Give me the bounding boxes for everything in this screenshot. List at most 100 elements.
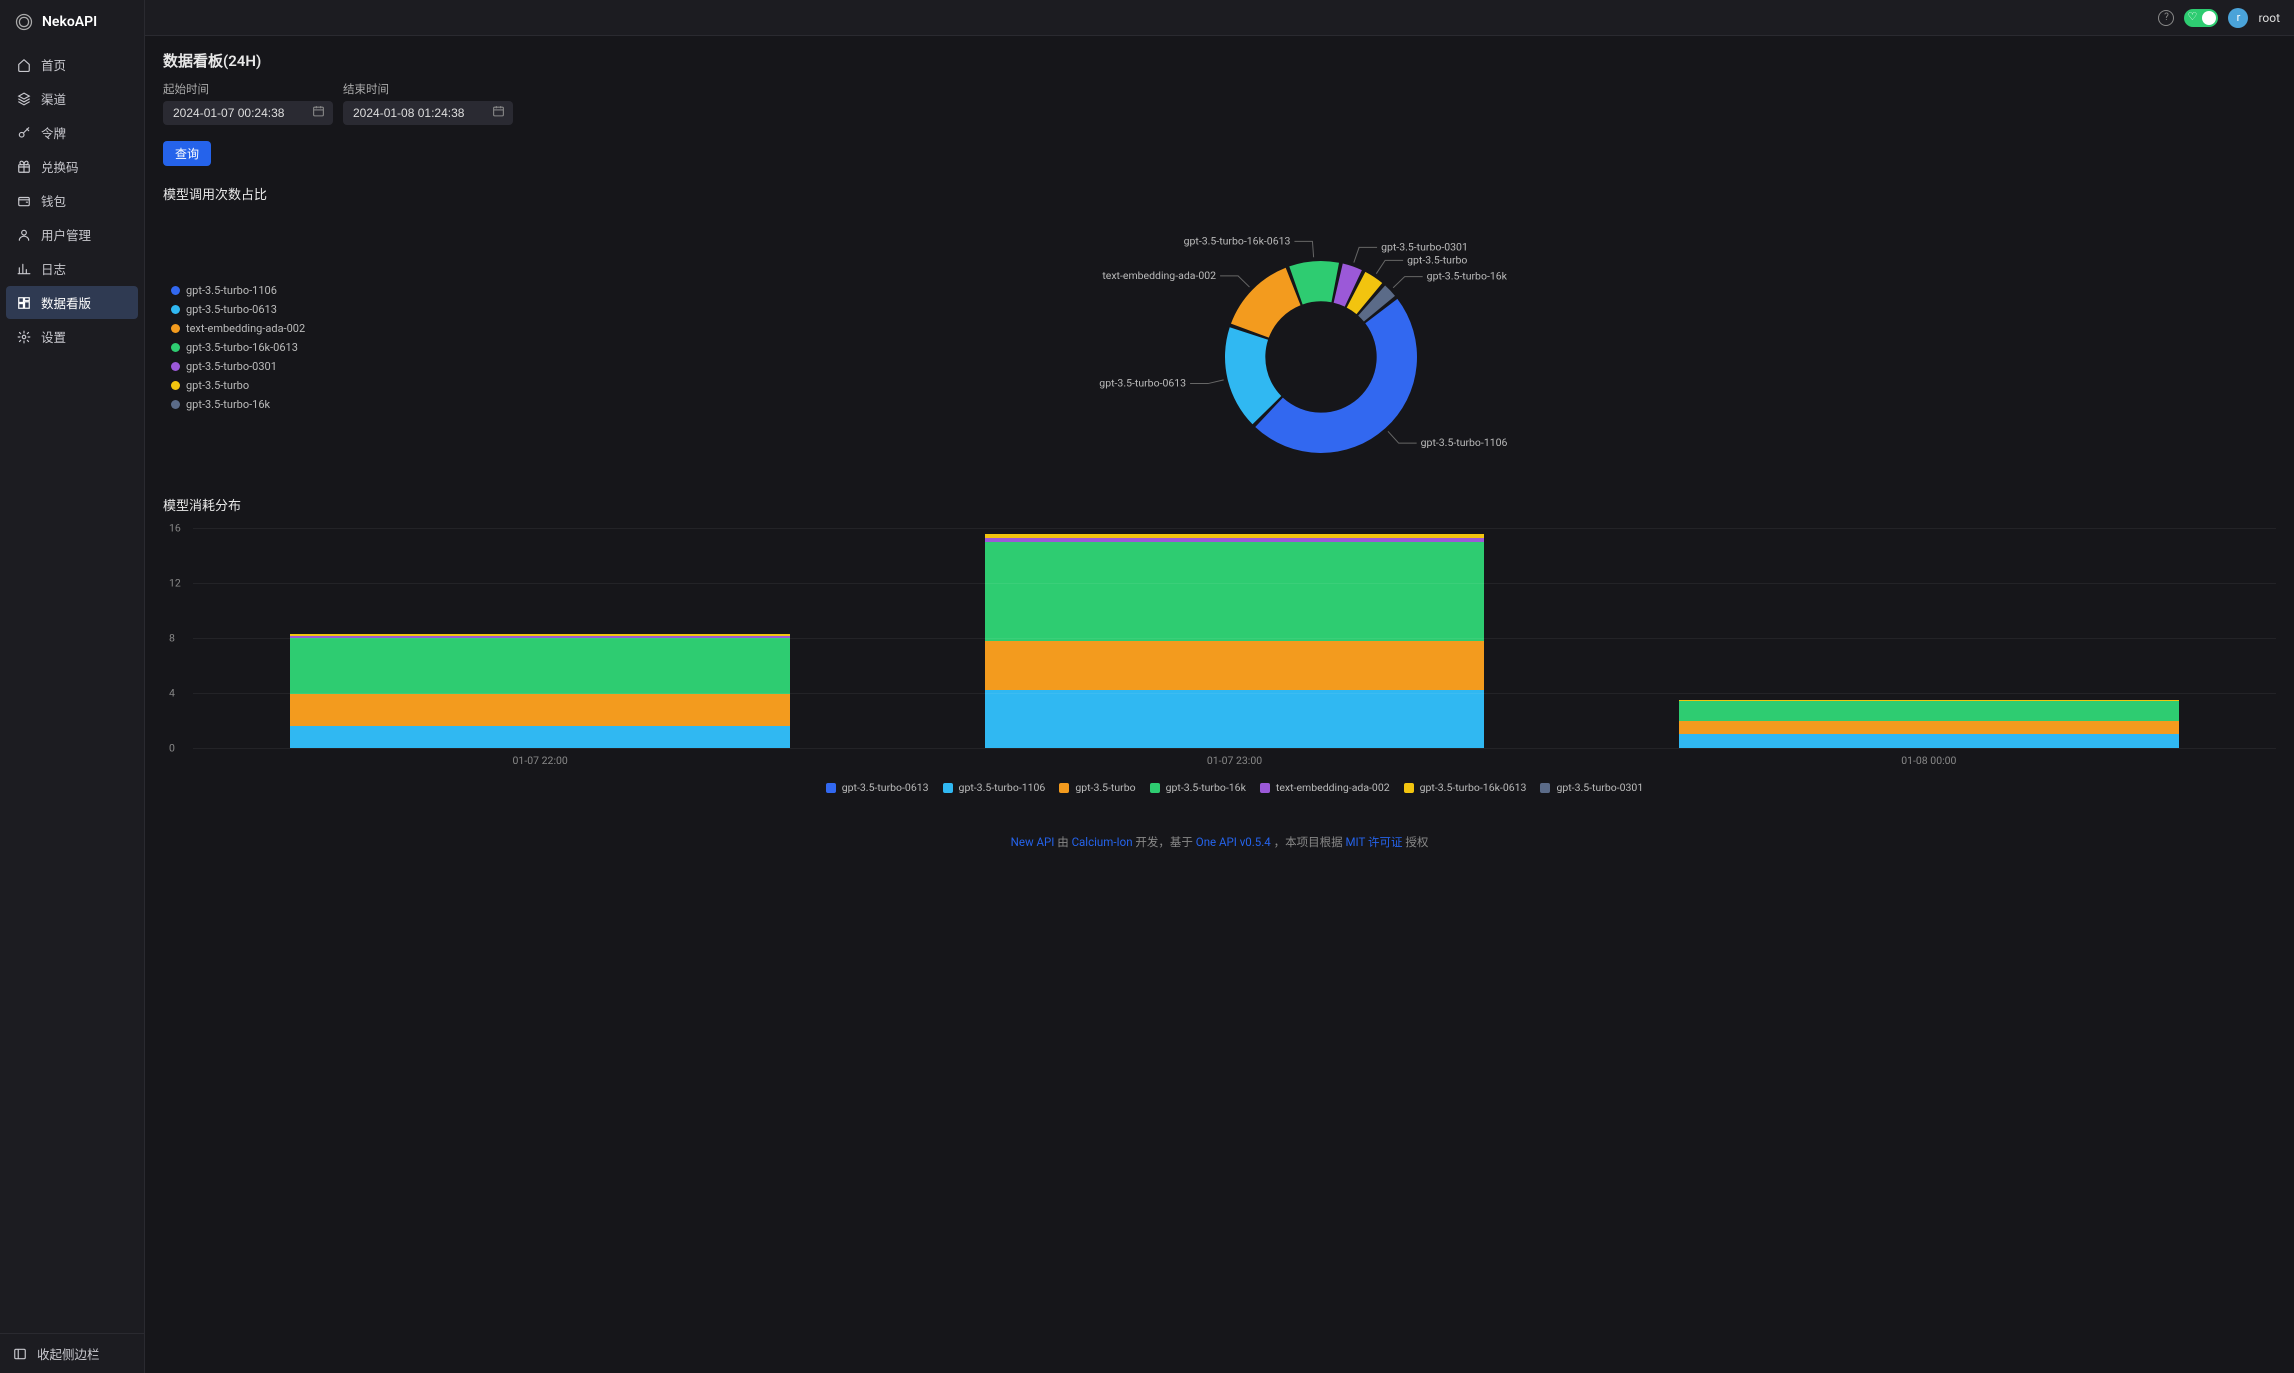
- legend-swatch: [171, 362, 180, 371]
- sidebar-item-user[interactable]: 用户管理: [6, 218, 138, 251]
- end-time-input[interactable]: [343, 101, 513, 125]
- legend-item[interactable]: gpt-3.5-turbo-16k: [1150, 781, 1246, 794]
- avatar[interactable]: r: [2228, 8, 2248, 28]
- legend-item[interactable]: text-embedding-ada-002: [171, 322, 305, 335]
- chart-icon: [16, 261, 31, 276]
- bar-chart: 0481216: [193, 528, 2276, 748]
- help-icon[interactable]: ?: [2158, 10, 2174, 26]
- x-axis-label: 01-07 23:00: [887, 754, 1581, 767]
- collapse-label: 收起侧边栏: [37, 1344, 100, 1363]
- bar-legend: gpt-3.5-turbo-0613 gpt-3.5-turbo-1106 gpt-…: [193, 781, 2276, 794]
- legend-item[interactable]: gpt-3.5-turbo: [171, 379, 305, 392]
- gridline: [193, 528, 2276, 529]
- bar-stack[interactable]: [1679, 700, 2179, 748]
- donut-slice-label: gpt-3.5-turbo-16k-0613: [1183, 234, 1290, 247]
- theme-toggle[interactable]: [2184, 9, 2218, 27]
- donut-chart-title: 模型调用次数占比: [163, 184, 2276, 203]
- wallet-icon: [16, 193, 31, 208]
- legend-item[interactable]: gpt-3.5-turbo-16k-0613: [1404, 781, 1527, 794]
- sidebar-item-layers[interactable]: 渠道: [6, 82, 138, 115]
- bar-stack[interactable]: [290, 634, 790, 748]
- nav: 首页渠道令牌兑换码钱包用户管理日志数据看版设置: [0, 44, 144, 1333]
- bar-segment: [985, 690, 1485, 748]
- legend-label: gpt-3.5-turbo-1106: [186, 284, 277, 297]
- donut-slice[interactable]: [1231, 268, 1301, 338]
- bar-segment: [290, 694, 790, 726]
- legend-item[interactable]: gpt-3.5-turbo-0301: [171, 360, 305, 373]
- footer-link-author[interactable]: Calcium-Ion: [1072, 835, 1133, 849]
- legend-swatch: [171, 381, 180, 390]
- legend-swatch: [943, 783, 953, 793]
- donut-slice-label: gpt-3.5-turbo-0613: [1099, 377, 1186, 390]
- bar-segment: [1679, 734, 2179, 748]
- sidebar-item-label: 首页: [41, 55, 66, 74]
- y-axis-label: 12: [169, 577, 181, 590]
- legend-swatch: [1260, 783, 1270, 793]
- legend-label: text-embedding-ada-002: [186, 322, 305, 335]
- donut-slice[interactable]: [1255, 299, 1417, 453]
- legend-label: gpt-3.5-turbo-0613: [842, 781, 929, 794]
- sidebar-item-gift[interactable]: 兑换码: [6, 150, 138, 183]
- collapse-icon: [12, 1346, 27, 1361]
- sidebar-item-gear[interactable]: 设置: [6, 320, 138, 353]
- gift-icon: [16, 159, 31, 174]
- start-time-input[interactable]: [163, 101, 333, 125]
- sidebar-item-label: 令牌: [41, 123, 66, 142]
- gridline: [193, 583, 2276, 584]
- footer-link-oneapi[interactable]: One API v0.5.4: [1196, 835, 1271, 849]
- legend-swatch: [826, 783, 836, 793]
- legend-item[interactable]: gpt-3.5-turbo-0613: [826, 781, 929, 794]
- bar-segment: [290, 638, 790, 694]
- sidebar-item-label: 数据看版: [41, 293, 91, 312]
- legend-item[interactable]: gpt-3.5-turbo: [1059, 781, 1135, 794]
- sidebar-item-chart[interactable]: 日志: [6, 252, 138, 285]
- legend-label: gpt-3.5-turbo-16k: [186, 398, 270, 411]
- sidebar-item-wallet[interactable]: 钱包: [6, 184, 138, 217]
- footer: New API 由 Calcium-Ion 开发，基于 One API v0.5…: [163, 834, 2276, 850]
- bar-chart-title: 模型消耗分布: [163, 495, 2276, 514]
- legend-swatch: [171, 324, 180, 333]
- legend-item[interactable]: gpt-3.5-turbo-16k: [171, 398, 305, 411]
- legend-swatch: [171, 400, 180, 409]
- bar-segment: [985, 542, 1485, 641]
- donut-legend: gpt-3.5-turbo-1106 gpt-3.5-turbo-0613 text…: [171, 284, 305, 411]
- sidebar-item-label: 钱包: [41, 191, 66, 210]
- legend-item[interactable]: gpt-3.5-turbo-1106: [943, 781, 1046, 794]
- legend-label: text-embedding-ada-002: [1276, 781, 1390, 794]
- legend-item[interactable]: gpt-3.5-turbo-0301: [1540, 781, 1643, 794]
- legend-item[interactable]: gpt-3.5-turbo-16k-0613: [171, 341, 305, 354]
- donut-slice-label: gpt-3.5-turbo-0301: [1381, 240, 1468, 253]
- footer-link-license[interactable]: MIT 许可证: [1345, 835, 1402, 849]
- legend-label: gpt-3.5-turbo: [186, 379, 249, 392]
- legend-swatch: [171, 343, 180, 352]
- gear-icon: [16, 329, 31, 344]
- username: root: [2258, 11, 2280, 25]
- footer-link-newapi[interactable]: New API: [1011, 835, 1055, 849]
- legend-item[interactable]: gpt-3.5-turbo-1106: [171, 284, 305, 297]
- legend-label: gpt-3.5-turbo-16k-0613: [1420, 781, 1527, 794]
- bar-chart-section: 模型消耗分布 0481216 01-07 22:0001-07 23:0001-…: [163, 495, 2276, 794]
- legend-label: gpt-3.5-turbo: [1075, 781, 1135, 794]
- legend-item[interactable]: gpt-3.5-turbo-0613: [171, 303, 305, 316]
- legend-item[interactable]: text-embedding-ada-002: [1260, 781, 1390, 794]
- sidebar-item-dashboard[interactable]: 数据看版: [6, 286, 138, 319]
- dashboard-icon: [16, 295, 31, 310]
- sidebar: NekoAPI 首页渠道令牌兑换码钱包用户管理日志数据看版设置 收起侧边栏: [0, 0, 145, 1373]
- sidebar-item-home[interactable]: 首页: [6, 48, 138, 81]
- gridline: [193, 748, 2276, 749]
- legend-swatch: [1404, 783, 1414, 793]
- bar-stack[interactable]: [985, 534, 1485, 749]
- donut-slice-label: gpt-3.5-turbo-1106: [1420, 436, 1507, 449]
- query-button[interactable]: 查询: [163, 141, 211, 166]
- donut-chart: gpt-3.5-turbo-1106gpt-3.5-turbo-0613text…: [1051, 217, 1591, 477]
- collapse-sidebar-button[interactable]: 收起侧边栏: [0, 1333, 144, 1373]
- y-axis-label: 0: [169, 742, 175, 755]
- sidebar-item-key[interactable]: 令牌: [6, 116, 138, 149]
- page-title: 数据看板(24H): [163, 50, 2276, 71]
- end-time-label: 结束时间: [343, 81, 513, 97]
- brand: NekoAPI: [0, 0, 144, 44]
- bar-segment: [1679, 701, 2179, 720]
- sidebar-item-label: 兑换码: [41, 157, 79, 176]
- bar-segment: [290, 726, 790, 748]
- legend-label: gpt-3.5-turbo-0301: [1556, 781, 1643, 794]
